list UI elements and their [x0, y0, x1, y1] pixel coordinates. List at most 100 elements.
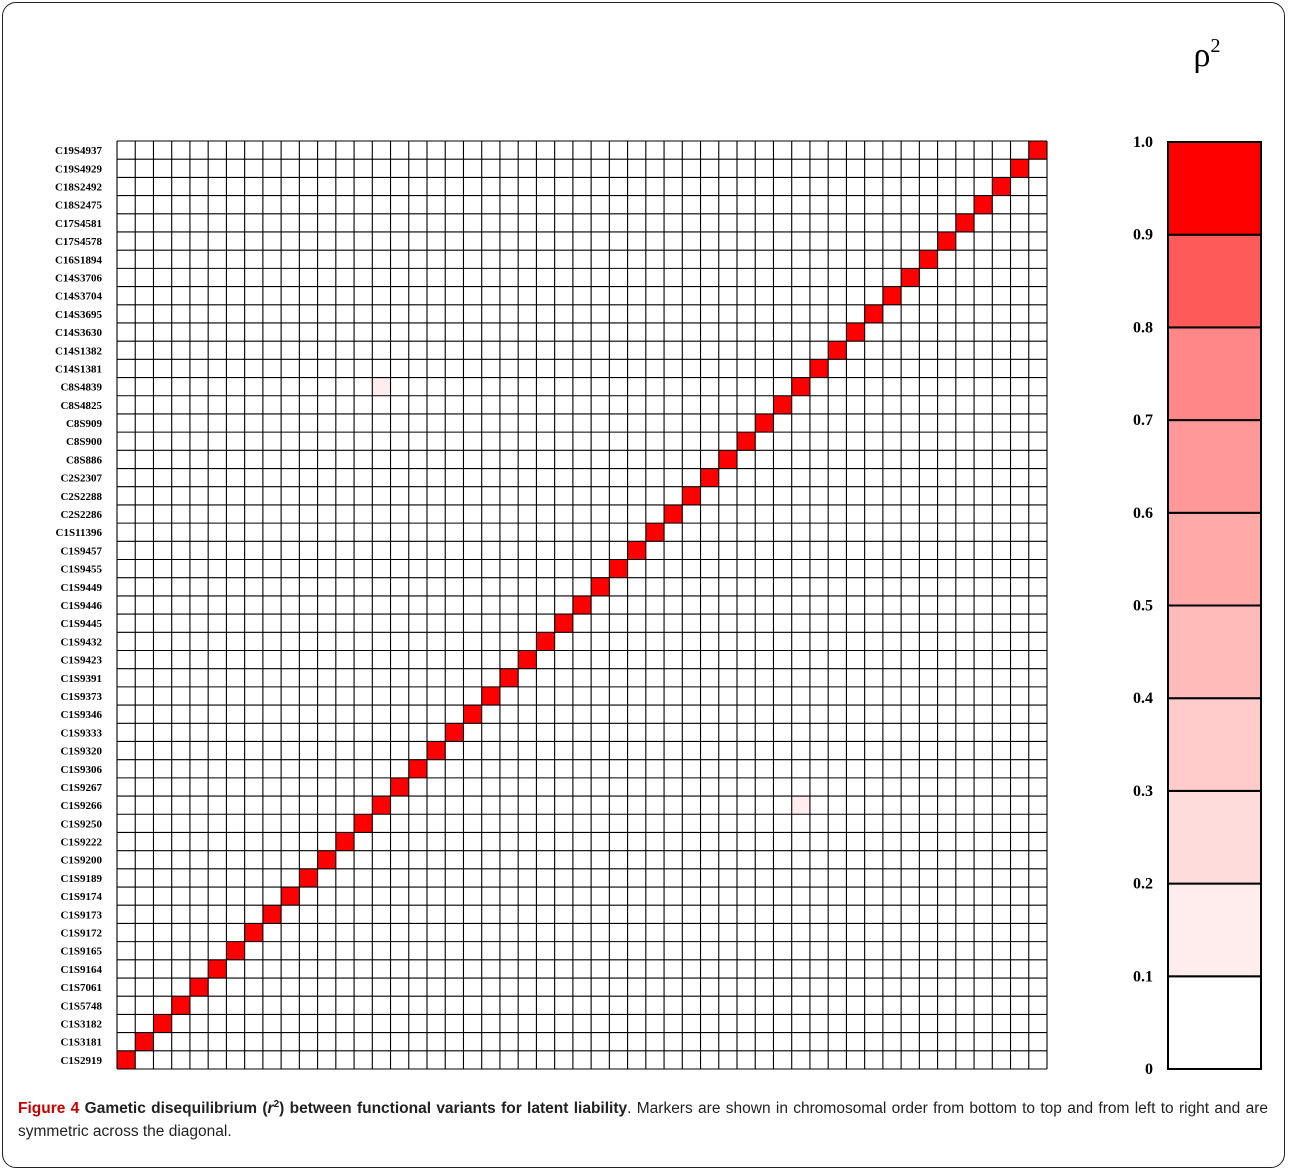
- marker-labels: C1S2919 C1S3181 C1S3182 C1S5748 C1S7061 C1S91…: [55, 145, 103, 1067]
- heatmap-cell-diagonal: [591, 577, 610, 596]
- row-label: C1S9457: [60, 545, 102, 557]
- heatmap-cell-diagonal: [244, 923, 263, 942]
- row-label: C1S9391: [60, 673, 102, 685]
- row-label: C1S9222: [60, 837, 102, 849]
- legend-tick-label: 0.7: [1133, 412, 1153, 429]
- row-label: C1S9432: [60, 636, 102, 648]
- heatmap-cell-diagonal: [919, 250, 938, 269]
- heatmap-cell-diagonal: [1028, 141, 1047, 160]
- legend-bin: [1167, 604, 1262, 700]
- row-label: C1S2919: [60, 1055, 102, 1067]
- heatmap-cell-diagonal: [664, 504, 683, 524]
- heatmap-cell-diagonal: [262, 905, 282, 924]
- heatmap-cell-diagonal: [882, 286, 902, 305]
- heatmap-cell-diagonal: [645, 523, 665, 542]
- heatmap-cell-diagonal: [955, 213, 975, 232]
- legend-tick-label: 0.9: [1133, 227, 1153, 244]
- row-label: C19S4929: [55, 163, 103, 175]
- caption-title: Gametic disequilibrium (r2) between func…: [84, 1098, 628, 1117]
- heatmap-cell-diagonal: [499, 668, 519, 687]
- row-label: C14S3630: [55, 327, 103, 339]
- heatmap-cell-diagonal: [846, 322, 865, 342]
- heatmap-cell-diagonal: [554, 614, 573, 633]
- legend-tick-label: 0.4: [1133, 690, 1153, 707]
- heatmap-cell-diagonal: [226, 941, 245, 960]
- row-label: C17S4578: [55, 236, 103, 248]
- row-label: C2S2286: [60, 509, 102, 521]
- heatmap-cell-diagonal: [518, 650, 537, 669]
- row-label: C18S2475: [55, 200, 103, 212]
- row-label: C14S3704: [55, 291, 103, 303]
- caption-text: . Markers are shown in chromosomal order…: [18, 1100, 1269, 1140]
- heatmap-cell-diagonal: [700, 468, 719, 487]
- heatmap-cell-diagonal: [791, 377, 810, 396]
- legend-tick-label: 0.2: [1133, 876, 1153, 893]
- heatmap-cells: [117, 141, 1047, 1069]
- row-label: C1S9446: [60, 600, 102, 612]
- row-label: C1S3181: [60, 1037, 102, 1049]
- row-label: C8S900: [66, 436, 103, 448]
- row-label: C1S9165: [60, 946, 102, 958]
- row-label: C8S909: [66, 418, 103, 430]
- heatmap-cell-diagonal: [682, 486, 701, 505]
- legend-tick-label: 0.5: [1133, 598, 1153, 615]
- heatmap-cell-diagonal: [1010, 159, 1029, 178]
- heatmap-cell-diagonal: [463, 705, 482, 724]
- heatmap-cell-diagonal: [354, 814, 373, 833]
- heatmap-cell-diagonal: [189, 978, 209, 997]
- ld-heatmap-chart: C1S2919 C1S3181 C1S3182 C1S5748 C1S7061 C1S91…: [55, 35, 1262, 1078]
- heatmap-cell-diagonal: [299, 868, 318, 888]
- heatmap-cell-diagonal: [828, 341, 847, 360]
- legend-tick-label: 1.0: [1133, 134, 1153, 151]
- heatmap-cell-diagonal: [536, 632, 555, 651]
- heatmap-cell-diagonal: [809, 359, 829, 378]
- row-label: C19S4937: [55, 145, 103, 157]
- legend-bin: [1167, 789, 1262, 885]
- heatmap-cell-diagonal: [117, 1050, 136, 1069]
- heatmap-cell-diagonal: [208, 959, 227, 979]
- row-label: C1S9373: [60, 691, 102, 703]
- heatmap-cell-diagonal: [864, 304, 883, 323]
- row-label: C1S9449: [60, 582, 102, 594]
- heatmap-cell-diagonal: [755, 413, 774, 433]
- legend-bin: [1167, 233, 1262, 329]
- row-label: C1S9266: [60, 800, 102, 812]
- row-label: C14S3695: [55, 309, 103, 321]
- heatmap-cell-diagonal: [171, 996, 190, 1015]
- row-label: C8S886: [66, 454, 103, 466]
- legend-bin: [1167, 697, 1262, 792]
- legend-bin: [1167, 511, 1262, 607]
- row-label: C2S2307: [60, 473, 102, 485]
- color-legend: 0 0.1 0.2 0.3 0.4 0.5 0.6 0.7 0.8 0.9 1.0: [1133, 134, 1262, 1078]
- legend-tick-label: 0.3: [1133, 783, 1153, 800]
- row-label: C1S11396: [56, 527, 103, 539]
- heatmap-cell-diagonal: [937, 231, 956, 251]
- heatmap-cell-diagonal: [372, 796, 391, 815]
- heatmap-cell-diagonal: [627, 541, 646, 560]
- row-label: C1S9306: [60, 764, 102, 776]
- row-label: C8S4825: [60, 400, 102, 412]
- heatmap-cell-diagonal: [737, 432, 756, 451]
- heatmap-cell-diagonal: [572, 595, 592, 615]
- row-label: C1S9267: [60, 782, 102, 794]
- row-label: C8S4839: [60, 382, 102, 394]
- legend-tick-label: 0.8: [1133, 319, 1153, 336]
- row-label: C1S9423: [60, 655, 102, 667]
- legend-bin: [1167, 882, 1262, 978]
- heatmap-cell-diagonal: [390, 777, 409, 797]
- heatmap-cell-diagonal: [408, 759, 427, 778]
- heatmap-cell-diagonal: [992, 177, 1011, 196]
- figure-label: Figure 4: [18, 1100, 80, 1117]
- legend-bin: [1167, 419, 1262, 514]
- heatmap-cell-diagonal: [135, 1032, 154, 1051]
- row-label: C1S9164: [60, 964, 102, 976]
- row-label: C1S9250: [60, 818, 102, 830]
- heatmap-cell-diagonal: [427, 741, 446, 760]
- row-label: C17S4581: [55, 218, 102, 230]
- row-label: C1S9333: [60, 727, 102, 739]
- row-label: C1S7061: [60, 982, 102, 994]
- heatmap-cell-diagonal: [481, 686, 500, 706]
- legend-bin: [1167, 326, 1262, 422]
- heatmap-cell-diagonal: [445, 723, 464, 742]
